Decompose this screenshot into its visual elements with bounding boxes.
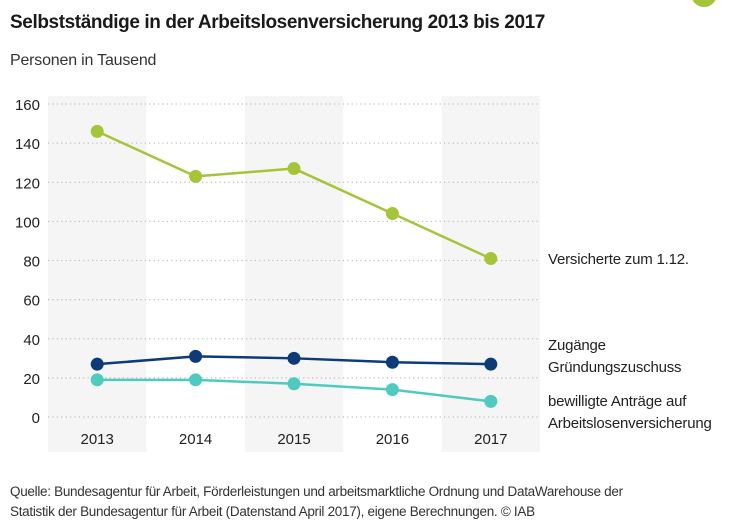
data-point xyxy=(90,357,104,371)
source-line-1: Quelle: Bundesagentur für Arbeit, Förder… xyxy=(10,484,623,499)
data-point xyxy=(287,162,301,176)
data-point xyxy=(189,169,203,183)
line-chart: 0 20 40 60 80 100 120 140 160 2013 2014 2015 2016 201… xyxy=(14,96,540,452)
legend-entry-line: Versicherte zum 1.12. xyxy=(548,251,689,268)
x-tick-label: 2013 xyxy=(81,431,114,448)
data-point xyxy=(385,355,399,369)
legend-entry-line: Zugänge xyxy=(548,337,606,354)
legend-entry-line: bewilligte Anträge auf xyxy=(548,393,687,410)
data-point xyxy=(189,349,203,363)
y-tick-label: 160 xyxy=(15,97,40,114)
y-tick-label: 120 xyxy=(15,175,40,192)
category-band xyxy=(48,96,147,452)
y-tick-label: 40 xyxy=(23,332,40,349)
x-tick-label: 2014 xyxy=(179,431,212,448)
legend-entry: bewilligte Anträge auf Arbeitslosenversic… xyxy=(548,391,712,435)
x-tick-label: 2016 xyxy=(376,431,409,448)
y-tick-label: 0 xyxy=(32,410,40,427)
data-point xyxy=(484,394,498,408)
x-tick-label: 2015 xyxy=(277,431,310,448)
chart-title: Selbstständige in der Arbeitslosenversic… xyxy=(10,12,545,33)
chart-subtitle: Personen in Tausend xyxy=(10,52,157,69)
y-tick-label: 80 xyxy=(23,254,40,271)
brand-badge xyxy=(692,0,716,7)
data-point xyxy=(189,373,203,387)
legend-entry-line: Arbeitslosenversicherung xyxy=(548,415,712,432)
data-point xyxy=(484,357,498,371)
data-point xyxy=(484,252,498,266)
data-point xyxy=(287,377,301,391)
data-point xyxy=(385,207,399,221)
legend-entry: Versicherte zum 1.12. xyxy=(548,249,689,271)
y-tick-label: 100 xyxy=(15,214,40,231)
y-tick-label: 20 xyxy=(23,371,40,388)
data-point xyxy=(90,373,104,387)
data-point xyxy=(90,124,104,138)
y-tick-label: 140 xyxy=(15,136,40,153)
y-tick-label: 60 xyxy=(23,293,40,310)
source-line-2: Statistik der Bundesagentur für Arbeit (… xyxy=(10,504,535,519)
legend-entry-line: Gründungszuschuss xyxy=(548,359,682,376)
x-tick-label: 2017 xyxy=(474,431,507,448)
data-point xyxy=(287,351,301,365)
data-point xyxy=(385,383,399,397)
category-band xyxy=(441,96,540,452)
legend-entry: Zugänge Gründungszuschuss xyxy=(548,335,682,379)
category-band xyxy=(244,96,344,452)
source-note: Quelle: Bundesagentur für Arbeit, Förder… xyxy=(10,482,623,522)
